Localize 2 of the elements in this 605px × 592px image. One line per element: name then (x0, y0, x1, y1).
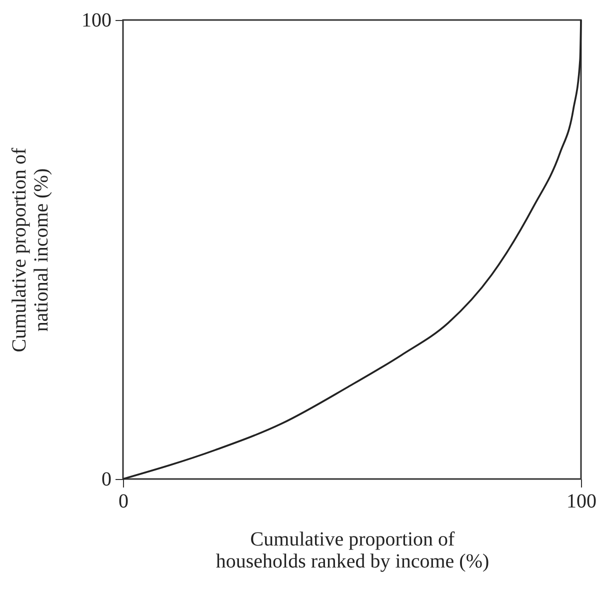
y-axis-title: Cumulative proportion of national income (%) (8, 147, 52, 352)
x-axis-title: Cumulative proportion of households ranked by income (%) (216, 528, 490, 572)
